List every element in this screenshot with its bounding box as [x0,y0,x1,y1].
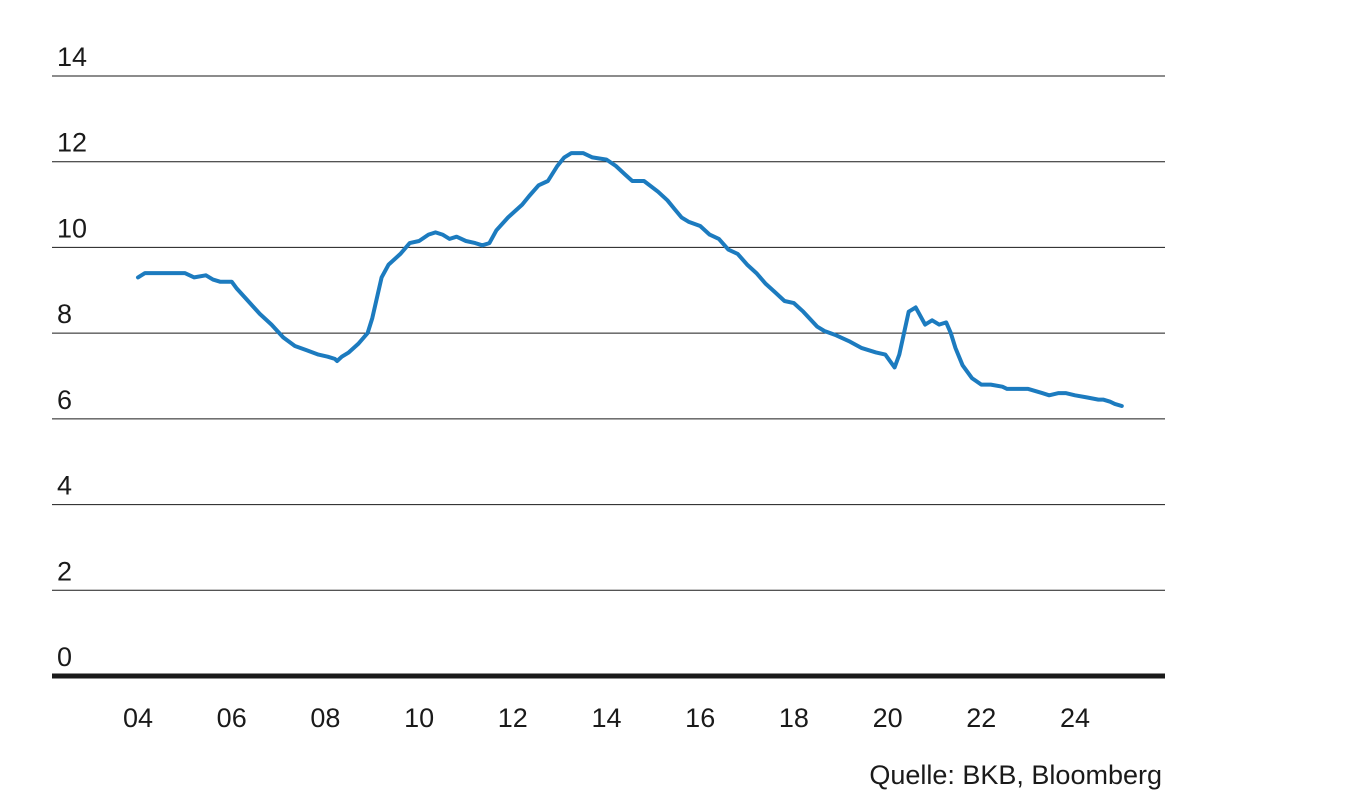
x-tick-label: 08 [310,703,340,733]
y-tick-label: 0 [57,642,72,672]
y-tick-label: 4 [57,471,72,501]
y-tick-label: 6 [57,385,72,415]
x-tick-label: 14 [591,703,621,733]
y-tick-label: 14 [57,42,87,72]
x-tick-label: 04 [123,703,153,733]
y-tick-label: 10 [57,213,87,243]
x-tick-label: 16 [685,703,715,733]
x-tick-label: 24 [1060,703,1090,733]
x-tick-label: 22 [966,703,996,733]
x-tick-label: 06 [217,703,247,733]
y-tick-label: 8 [57,299,72,329]
x-axis-tick-labels: 04 06 08 10 12 14 16 18 20 22 24 [123,703,1090,733]
gridlines [52,75,1165,591]
x-tick-label: 12 [498,703,528,733]
x-tick-label: 10 [404,703,434,733]
y-axis-tick-labels: 0 2 4 6 8 10 12 14 [57,42,87,672]
x-tick-label: 18 [779,703,809,733]
source-note: Quelle: BKB, Bloomberg [869,760,1162,790]
y-tick-label: 12 [57,128,87,158]
series-line [136,151,1124,408]
y-tick-label: 2 [57,556,72,586]
x-tick-label: 20 [873,703,903,733]
